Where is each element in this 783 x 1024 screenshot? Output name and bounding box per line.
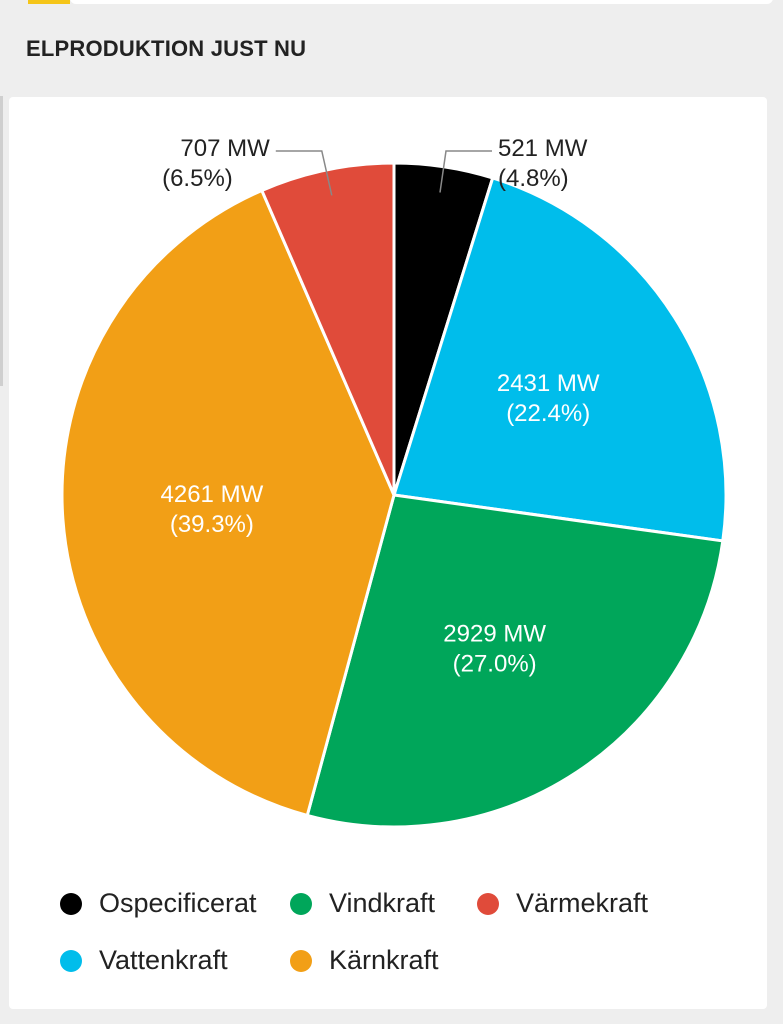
slice-value-label-vattenkraft: 2431 MW [497,370,600,397]
slice-value-label-ospecificerat: 521 MW [498,135,588,162]
pie-slice-vattenkraft [392,176,728,543]
legend-item-varmekraft[interactable]: Värmekraft [477,888,648,919]
previous-card-edge [70,0,773,4]
slice-percent-label-vindkraft: (27.0%) [453,650,537,677]
legend-label-vattenkraft: Vattenkraft [99,945,228,975]
section-title: ELPRODUKTION JUST NU [26,36,307,61]
slice-leader-line-ospecificerat [439,150,492,193]
slice-percent-label-vattenkraft: (22.4%) [506,400,590,427]
legend-item-ospecificerat[interactable]: Ospecificerat [60,888,257,919]
slice-value-label-varmekraft: 707 MW [180,135,270,162]
legend-swatch-ospecificerat [60,892,82,915]
top-strip [0,0,783,6]
legend-label-karnkraft: Kärnkraft [329,945,439,975]
pie-chart: 521 MW (4.8%) 2431 MW (22.4%) 2929 MW (27.0%)… [60,135,728,829]
legend-swatch-varmekraft [477,892,499,915]
legend-item-vattenkraft[interactable]: Vattenkraft [60,945,228,976]
slice-percent-label-karnkraft: (39.3%) [170,511,254,538]
pie-slice-karnkraft [60,188,396,817]
legend-item-vindkraft[interactable]: Vindkraft [290,888,435,919]
top-accent-bar [28,0,70,4]
legend-label-ospecificerat: Ospecificerat [99,888,257,918]
legend-swatch-vindkraft [290,892,312,915]
legend-swatch-vattenkraft [60,949,82,972]
legend-item-karnkraft[interactable]: Kärnkraft [290,945,439,976]
legend-label-varmekraft: Värmekraft [516,888,649,918]
slice-percent-label-varmekraft: (6.5%) [162,165,233,192]
legend-swatch-karnkraft [290,949,312,972]
side-panel-edge [0,96,3,386]
slice-percent-label-ospecificerat: (4.8%) [498,165,569,192]
pie-slice-vindkraft [305,493,725,829]
slice-leader-line-varmekraft [275,150,333,196]
slice-value-label-karnkraft: 4261 MW [161,481,264,508]
legend-label-vindkraft: Vindkraft [329,888,436,918]
slice-value-label-vindkraft: 2929 MW [443,620,546,647]
